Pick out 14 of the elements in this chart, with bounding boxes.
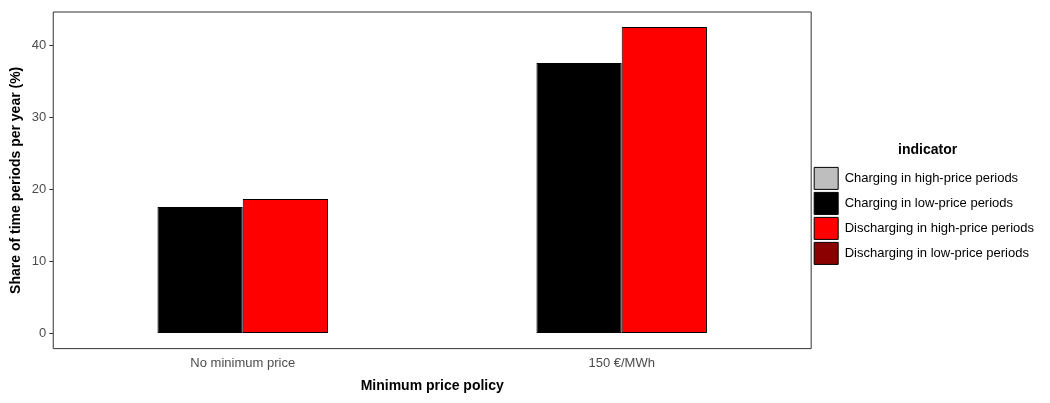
y-tick-label: 0 bbox=[39, 325, 47, 341]
x-tick-label: 150 €/MWh bbox=[588, 354, 655, 370]
y-tick-label: 10 bbox=[31, 253, 47, 269]
y-axis-title: Share of time periods per year (%) bbox=[7, 66, 24, 294]
legend-title: indicator bbox=[898, 141, 958, 158]
x-axis-title: Minimum price policy bbox=[360, 377, 504, 394]
y-tick-label: 30 bbox=[31, 109, 47, 125]
legend-label: Charging in low-price periods bbox=[844, 194, 1014, 210]
legend-label: Discharging in high-price periods bbox=[844, 219, 1035, 235]
y-tick-label: 40 bbox=[31, 37, 47, 53]
y-tick-label: 20 bbox=[31, 181, 47, 197]
x-tick-label: No minimum price bbox=[190, 354, 296, 370]
legend-label: Discharging in low-price periods bbox=[844, 244, 1030, 260]
legend-label: Charging in high-price periods bbox=[844, 169, 1019, 185]
